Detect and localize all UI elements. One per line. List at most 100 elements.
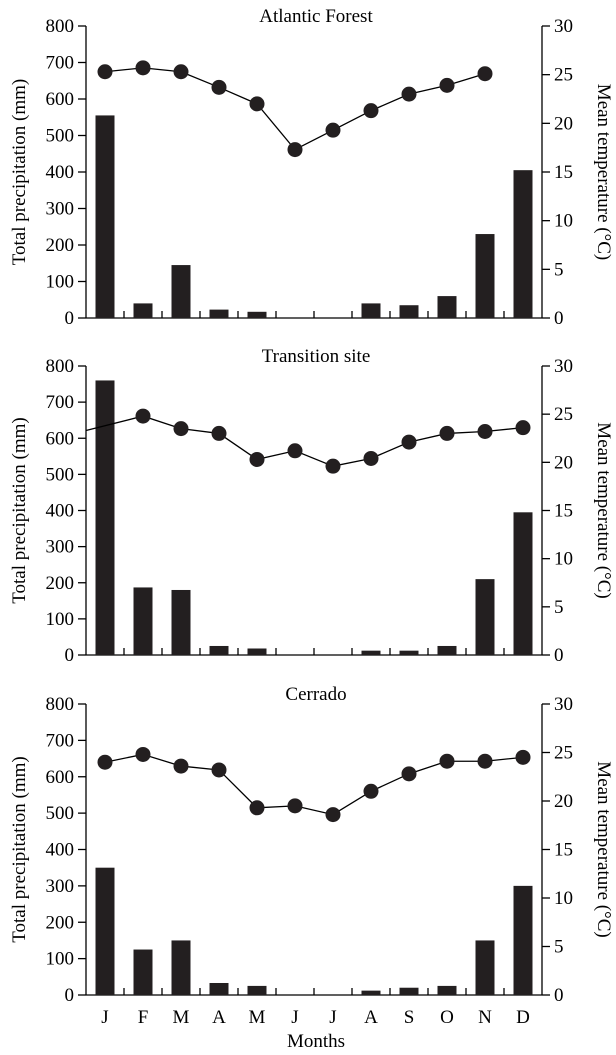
precipitation-bar — [513, 512, 533, 655]
left-y-tick-label: 100 — [46, 609, 75, 630]
temperature-point — [97, 64, 113, 80]
precipitation-bar — [95, 115, 115, 318]
precipitation-bar — [361, 303, 381, 318]
left-y-tick-label: 400 — [46, 840, 75, 861]
temperature-point — [515, 420, 531, 436]
left-y-tick-label: 600 — [46, 428, 75, 449]
temperature-point — [439, 753, 455, 769]
precipitation-bar — [247, 985, 267, 995]
panel-cerrado: Cerrado 0 100 200 300 400 500 600 700 800 0 5 10 15 20… — [9, 684, 614, 1028]
temperature-point — [477, 753, 493, 769]
precipitation-bar — [437, 985, 457, 995]
left-y-tick-label: 800 — [46, 16, 75, 37]
panel-title: Atlantic Forest — [259, 6, 373, 27]
precipitation-bar — [95, 380, 115, 655]
right-y-tick-label: 5 — [554, 937, 564, 958]
right-y-tick-label: 20 — [554, 452, 573, 473]
panel-title: Transition site — [262, 346, 371, 367]
temperature-line — [104, 67, 486, 151]
temperature-point — [401, 86, 417, 102]
precipitation-bar — [95, 867, 115, 995]
right-y-tick-label: 25 — [554, 404, 573, 425]
temperature-point — [287, 798, 303, 814]
temperature-point — [287, 443, 303, 459]
right-y-tick-label: 25 — [554, 65, 573, 86]
left-y-axis-title: Total precipitation (mm) — [9, 417, 30, 604]
precipitation-bar — [437, 296, 457, 318]
precipitation-bar — [475, 234, 495, 318]
left-y-tick-label: 0 — [65, 985, 75, 1006]
right-y-tick-label: 25 — [554, 743, 573, 764]
left-y-tick-label: 200 — [46, 912, 75, 933]
temperature-point — [401, 766, 417, 782]
temperature-line — [85, 415, 524, 467]
temperature-point — [477, 424, 493, 440]
left-y-tick-label: 700 — [46, 730, 75, 751]
temperature-point — [211, 79, 227, 95]
temperature-point — [135, 60, 151, 76]
precipitation-bar — [247, 311, 267, 318]
precipitation-bar — [171, 265, 191, 318]
left-y-tick-label: 400 — [46, 501, 75, 522]
temperature-point — [135, 408, 151, 424]
right-y-tick-label: 0 — [554, 985, 564, 1006]
right-y-tick-label: 15 — [554, 162, 573, 183]
left-y-tick-label: 800 — [46, 356, 75, 377]
left-y-tick-label: 500 — [46, 464, 75, 485]
precipitation-bar — [209, 645, 229, 655]
temperature-point — [97, 754, 113, 770]
temperature-point — [515, 749, 531, 765]
left-y-tick-label: 200 — [46, 573, 75, 594]
left-y-tick-label: 0 — [65, 645, 75, 666]
x-tick-label-month: A — [364, 1007, 378, 1028]
left-y-tick-label: 300 — [46, 199, 75, 220]
left-y-tick-label: 0 — [65, 308, 75, 329]
left-y-tick-label: 600 — [46, 89, 75, 110]
temperature-point — [173, 64, 189, 80]
left-y-tick-label: 500 — [46, 126, 75, 147]
temperature-point — [249, 451, 265, 467]
precipitation-bar — [513, 170, 533, 318]
x-tick-label-month: S — [404, 1007, 415, 1028]
x-tick-label-month: J — [329, 1007, 336, 1028]
precipitation-bar — [133, 587, 153, 655]
left-y-tick-label: 300 — [46, 537, 75, 558]
temperature-point — [363, 450, 379, 466]
right-y-tick-label: 30 — [554, 356, 573, 377]
left-y-tick-label: 500 — [46, 803, 75, 824]
x-tick-label-month: A — [212, 1007, 226, 1028]
right-y-tick-label: 0 — [554, 645, 564, 666]
precipitation-bar — [437, 645, 457, 655]
right-y-tick-label: 15 — [554, 840, 573, 861]
left-y-tick-label: 100 — [46, 949, 75, 970]
temperature-point — [173, 421, 189, 437]
panel-atlantic-forest: Atlantic Forest0100200300400500600700800… — [9, 6, 614, 329]
precipitation-bar — [361, 990, 381, 995]
precipitation-bar — [247, 648, 267, 655]
precipitation-bar — [171, 940, 191, 995]
precipitation-bar — [171, 589, 191, 655]
precipitation-bar — [133, 949, 153, 995]
precipitation-bar — [133, 303, 153, 318]
x-tick-label-month: M — [249, 1007, 266, 1028]
temperature-point — [211, 425, 227, 441]
temperature-point — [363, 783, 379, 799]
temperature-point — [439, 425, 455, 441]
temperature-point — [401, 434, 417, 450]
left-y-axis-title: Total precipitation (mm) — [9, 79, 30, 266]
x-axis-title: Months — [287, 1031, 345, 1052]
right-y-tick-label: 5 — [554, 597, 564, 618]
precipitation-bar — [399, 650, 419, 655]
left-y-tick-label: 200 — [46, 235, 75, 256]
right-y-axis-title: Mean temperature (°C) — [593, 422, 614, 598]
x-tick-label-month: D — [516, 1007, 530, 1028]
temperature-point — [363, 103, 379, 119]
x-tick-label-month: J — [291, 1007, 298, 1028]
temperature-point — [325, 807, 341, 823]
x-tick-label-month: M — [173, 1007, 190, 1028]
left-y-tick-label: 100 — [46, 272, 75, 293]
precipitation-bar — [209, 982, 229, 995]
x-tick-label-month: J — [101, 1007, 108, 1028]
temperature-point — [325, 122, 341, 138]
